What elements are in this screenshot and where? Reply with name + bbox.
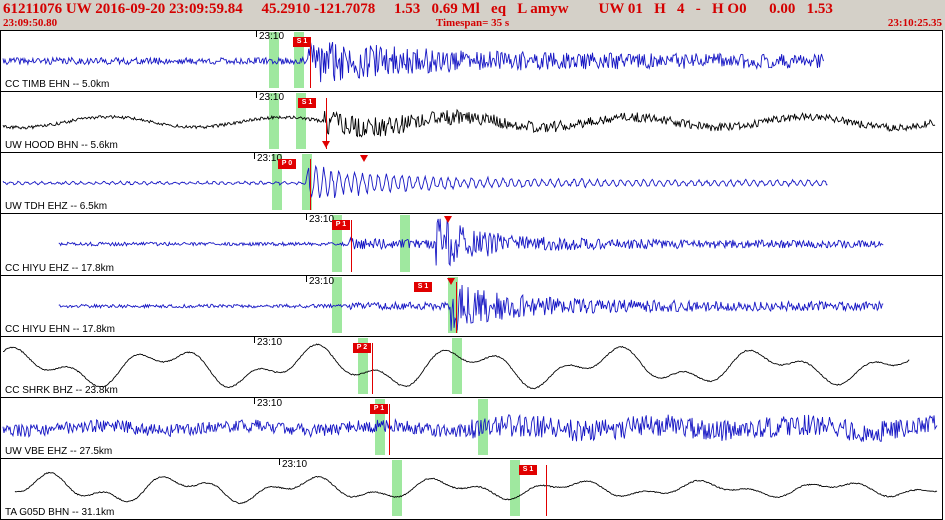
- station-label: TA G05D BHN -- 31.1km: [5, 507, 115, 518]
- minute-tick-label: 23:10: [259, 92, 285, 104]
- minute-tick: [254, 153, 255, 160]
- trace-row-uw-tdh-ehz[interactable]: 23:10 P 0 UW TDH EHZ -- 6.5km: [1, 153, 942, 215]
- minute-tick-label: 23:10: [259, 31, 285, 42]
- trace-row-ta-g05d-bhn[interactable]: 23:10 S 1 TA G05D BHN -- 31.1km: [1, 458, 942, 520]
- minute-tick: [279, 458, 280, 465]
- pick-window: [332, 215, 342, 272]
- pick-window: [296, 93, 306, 150]
- trace-row-uw-vbe-ehz[interactable]: 23:10 P 1 UW VBE EHZ -- 27.5km: [1, 397, 942, 459]
- station-label: CC HIYU EHZ -- 17.8km: [5, 262, 114, 274]
- pick-line: [326, 98, 327, 150]
- pick-line: [351, 220, 352, 272]
- trace-row-cc-hiyu-ehz[interactable]: 23:10 P 1 CC HIYU EHZ -- 17.8km: [1, 214, 942, 276]
- minute-tick: [254, 336, 255, 343]
- pick-flag[interactable]: S 1: [298, 98, 316, 109]
- window-end-time: 23:10:25.35: [887, 17, 942, 29]
- minute-tick-label: 23:10: [309, 214, 335, 226]
- pick-window: [358, 337, 368, 394]
- trace-row-uw-hood-bhn[interactable]: 23:10 S 1 UW HOOD BHN -- 5.6km: [1, 92, 942, 154]
- pick-line: [310, 159, 311, 211]
- minute-tick-label: 23:10: [257, 397, 283, 409]
- pick-window: [392, 459, 402, 516]
- minute-tick: [306, 275, 307, 282]
- pick-flag[interactable]: S 1: [414, 281, 432, 292]
- station-label: CC SHRK BHZ -- 23.8km: [5, 384, 118, 396]
- minute-tick-label: 23:10: [257, 153, 283, 165]
- waveform-uw-vbe-ehz: [2, 413, 938, 443]
- minute-tick: [306, 214, 307, 221]
- time-range-bar: 23:09:50.80 Timespan= 35 s 23:10:25.35: [0, 17, 945, 30]
- pick-window: [478, 398, 488, 455]
- station-label: UW VBE EHZ -- 27.5km: [5, 445, 113, 457]
- minute-tick: [256, 31, 257, 37]
- arrival-triangle-icon: [322, 141, 330, 149]
- waveform-cc-hiyu-ehz: [58, 219, 884, 267]
- pick-line: [546, 464, 547, 516]
- trace-row-cc-hiyu-ehn[interactable]: 23:10 S 1 CC HIYU EHN -- 17.8km: [1, 275, 942, 337]
- pick-flag[interactable]: S 1: [293, 37, 311, 47]
- minute-tick-label: 23:10: [257, 336, 283, 348]
- event-summary: 61211076 UW 2016-09-20 23:09:59.84 45.29…: [3, 1, 833, 17]
- waveform-uw-tdh-ehz: [2, 165, 828, 199]
- minute-tick-label: 23:10: [309, 275, 335, 287]
- pick-window: [269, 32, 279, 89]
- station-label: UW TDH EHZ -- 6.5km: [5, 201, 108, 213]
- pick-line: [456, 281, 457, 333]
- pick-window: [302, 154, 312, 211]
- station-label: CC TIMB EHN -- 5.0km: [5, 79, 110, 91]
- arrival-triangle-icon: [360, 155, 368, 163]
- pick-window: [510, 459, 520, 516]
- window-start-time: 23:09:50.80: [3, 17, 58, 29]
- trace-panel: 23:10 S 1 CC TIMB EHN -- 5.0km 23:10 S 1 UW H…: [0, 30, 943, 520]
- station-label: CC HIYU EHN -- 17.8km: [5, 323, 116, 335]
- pick-flag[interactable]: P 1: [370, 403, 388, 414]
- pick-flag[interactable]: P 2: [353, 342, 371, 353]
- waveform-ta-g05d-bhn: [14, 471, 938, 504]
- waveform-cc-shrk-bhz: [2, 343, 910, 389]
- pick-flag[interactable]: P 1: [332, 220, 350, 231]
- minute-tick-label: 23:10: [282, 458, 308, 470]
- waveform-cc-hiyu-ehn: [58, 284, 884, 331]
- pick-line: [389, 403, 390, 455]
- timespan-label: Timespan= 35 s: [435, 17, 510, 29]
- pick-line: [310, 37, 311, 89]
- pick-line: [372, 342, 373, 394]
- pick-flag[interactable]: S 1: [519, 464, 537, 475]
- waveform-uw-hood-bhn: [2, 108, 936, 138]
- arrival-triangle-icon: [444, 216, 452, 224]
- pick-flag[interactable]: P 0: [278, 159, 296, 170]
- minute-tick: [254, 397, 255, 404]
- pick-window: [269, 93, 279, 150]
- trace-row-cc-timb-ehn[interactable]: 23:10 S 1 CC TIMB EHN -- 5.0km: [1, 31, 942, 93]
- waveform-cc-timb-ehn: [2, 41, 824, 83]
- trace-row-cc-shrk-bhz[interactable]: 23:10 P 2 CC SHRK BHZ -- 23.8km: [1, 336, 942, 398]
- pick-window: [400, 215, 410, 272]
- pick-window: [452, 337, 462, 394]
- station-label: UW HOOD BHN -- 5.6km: [5, 140, 118, 152]
- event-header: 61211076 UW 2016-09-20 23:09:59.84 45.29…: [0, 0, 945, 30]
- arrival-triangle-icon: [447, 277, 455, 285]
- minute-tick: [256, 92, 257, 99]
- pick-window: [294, 32, 304, 89]
